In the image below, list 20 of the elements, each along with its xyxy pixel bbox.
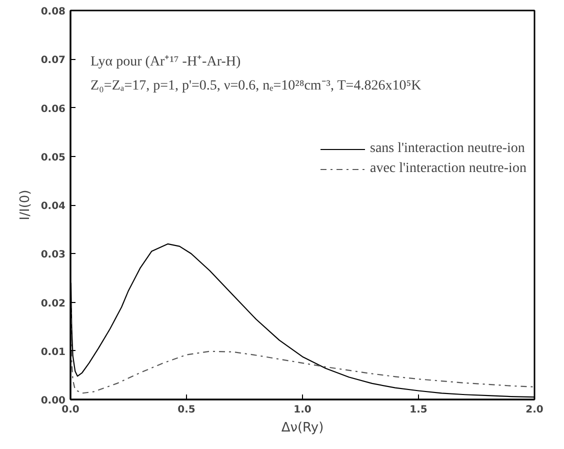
y-tick-label: 0.06: [40, 104, 66, 115]
x-tick-label: 0.5: [178, 404, 196, 416]
x-tick-label: 2.0: [526, 404, 544, 416]
y-tick-label: 0.07: [40, 55, 66, 66]
y-tick-label: 0.08: [40, 6, 66, 18]
x-tick-label: 0.0: [62, 404, 80, 416]
y-tick-label: 0.04: [40, 201, 66, 212]
annotation: Lyα pour (Ar⁺¹⁷ -H⁺-Ar-H): [90, 54, 241, 70]
x-tick-label: 1.0: [294, 404, 312, 416]
y-tick-label: 0.05: [40, 152, 66, 164]
y-tick-label: 0.02: [40, 298, 66, 310]
y-tick-label: 0.01: [40, 346, 66, 358]
legend-label: sans l'interaction neutre-ion: [370, 141, 525, 157]
y-axis-title: I/I(0): [18, 190, 33, 220]
legend-label: avec l'interaction neutre-ion: [370, 161, 526, 177]
y-tick-label: 0.03: [40, 250, 66, 261]
x-axis-title: Δν(Ry): [281, 420, 324, 436]
x-tick-label: 1.5: [410, 404, 428, 416]
annotation: Z₀=Zₐ=17, p=1, p'=0.5, ν=0.6, nₑ=10²⁸cm⁻³, T=4.826x10⁵K: [90, 78, 422, 94]
y-tick-label: 0.00: [40, 396, 66, 406]
